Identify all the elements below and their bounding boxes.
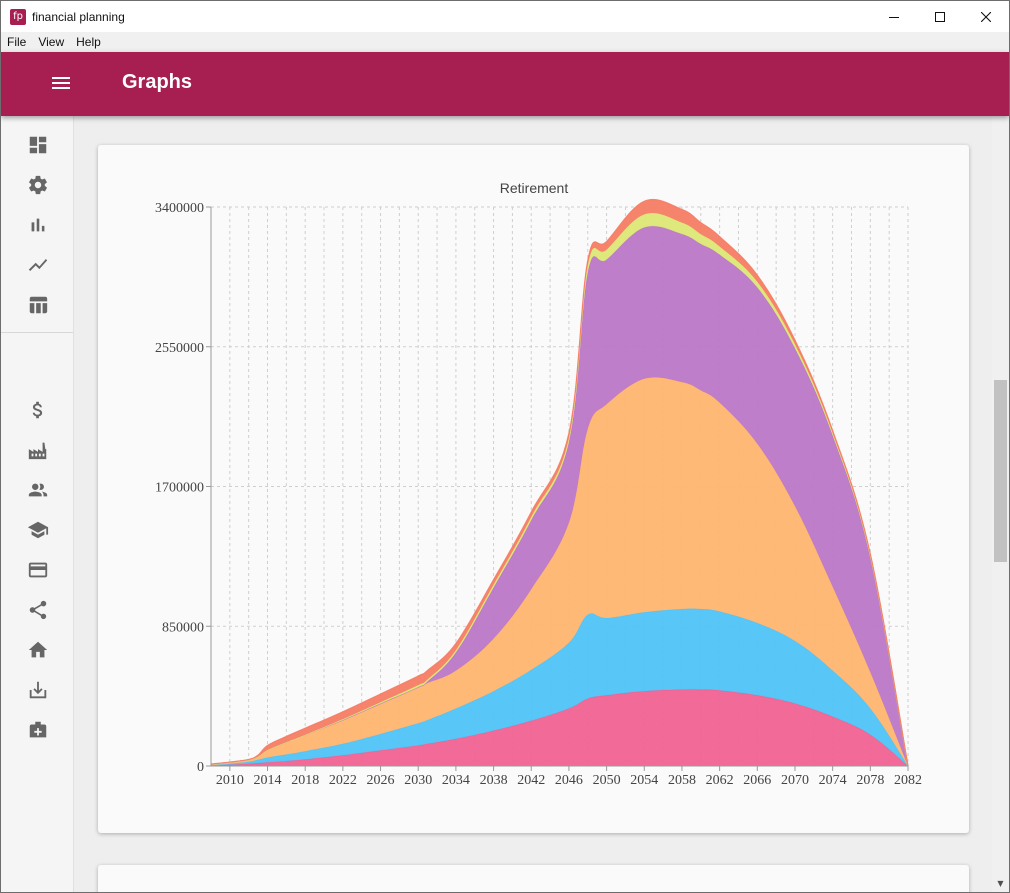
y-tick-label: 0 <box>197 760 204 775</box>
y-tick-label: 1700000 <box>155 481 204 496</box>
area-series-line-5 <box>210 198 909 767</box>
area-series <box>210 198 909 767</box>
menu-help[interactable]: Help <box>76 35 101 49</box>
axes: 2010 2014 2018 2022 2026 2030 2034 2038 2042 2046… <box>155 201 922 788</box>
home-icon[interactable] <box>26 638 50 662</box>
x-tick-label: 2062 <box>706 773 734 788</box>
area-series-0 <box>211 689 908 766</box>
x-tick-label: 2038 <box>480 773 508 788</box>
school-icon[interactable] <box>26 518 50 542</box>
content-area: Retirement 2010 2014 2018 2022 2026 2030 2034 2… <box>74 116 992 892</box>
download-icon[interactable] <box>26 678 50 702</box>
scroll-down-icon[interactable]: ▼ <box>997 879 1004 888</box>
people-icon[interactable] <box>26 478 50 502</box>
menu-file[interactable]: File <box>7 35 27 49</box>
app-logo-icon: fp <box>10 8 26 25</box>
x-tick-label: 2018 <box>291 773 319 788</box>
x-tick-label: 2078 <box>856 773 884 788</box>
menu-toggle-icon[interactable] <box>50 74 72 94</box>
menu-bar: File View Help <box>1 32 1009 52</box>
factory-icon[interactable] <box>26 438 50 462</box>
area-series-2 <box>211 377 908 766</box>
y-tick-label: 2550000 <box>155 341 204 356</box>
close-button[interactable] <box>963 1 1009 32</box>
x-tick-label: 2030 <box>404 773 432 788</box>
area-series-1 <box>211 608 908 766</box>
x-tick-label: 2046 <box>555 773 583 788</box>
chart-title: Retirement <box>500 180 569 196</box>
x-tick-label: 2022 <box>329 773 357 788</box>
minimize-icon <box>889 16 899 18</box>
app-bar: Graphs <box>1 52 1009 116</box>
chart-card: Retirement 2010 2014 2018 2022 2026 2030 2034 2… <box>98 145 969 833</box>
window-title: financial planning <box>32 9 125 24</box>
dollar-icon[interactable] <box>26 398 50 422</box>
bar-chart-icon[interactable] <box>26 213 50 237</box>
x-tick-label: 2082 <box>894 773 922 788</box>
maximize-button[interactable] <box>917 1 963 32</box>
window-controls <box>871 1 1009 32</box>
x-tick-label: 2050 <box>593 773 621 788</box>
share-icon[interactable] <box>26 598 50 622</box>
menu-view[interactable]: View <box>38 35 65 49</box>
y-tick-label: 850000 <box>162 620 204 635</box>
page-title: Graphs <box>122 71 193 93</box>
vertical-scrollbar[interactable]: ▼ <box>992 116 1009 892</box>
next-chart-card <box>98 865 969 892</box>
table-icon[interactable] <box>26 293 50 317</box>
x-tick-label: 2070 <box>781 773 809 788</box>
y-tick-label: 3400000 <box>155 201 204 216</box>
area-series-3 <box>211 226 908 766</box>
x-tick-label: 2034 <box>442 773 470 788</box>
x-tick-label: 2066 <box>743 773 771 788</box>
x-tick-label: 2014 <box>254 773 282 788</box>
hospital-icon[interactable] <box>26 718 50 742</box>
title-bar[interactable]: fp financial planning <box>1 1 1009 32</box>
x-tick-label: 2058 <box>668 773 696 788</box>
settings-icon[interactable] <box>26 173 50 197</box>
line-chart-icon[interactable] <box>26 253 50 277</box>
x-tick-label: 2010 <box>216 773 244 788</box>
maximize-icon <box>935 11 945 22</box>
x-tick-label: 2042 <box>517 773 545 788</box>
close-icon <box>981 11 991 22</box>
scrollbar-thumb[interactable] <box>994 380 1007 562</box>
retirement-chart: Retirement 2010 2014 2018 2022 2026 2030 2034 2… <box>155 180 922 788</box>
credit-card-icon[interactable] <box>26 558 50 582</box>
dashboard-icon[interactable] <box>26 133 50 157</box>
x-tick-label: 2026 <box>367 773 395 788</box>
x-tick-label: 2074 <box>819 773 847 788</box>
sidebar <box>1 116 74 892</box>
x-tick-label: 2054 <box>630 773 658 788</box>
sidebar-divider <box>1 332 73 333</box>
minimize-button[interactable] <box>871 1 917 32</box>
